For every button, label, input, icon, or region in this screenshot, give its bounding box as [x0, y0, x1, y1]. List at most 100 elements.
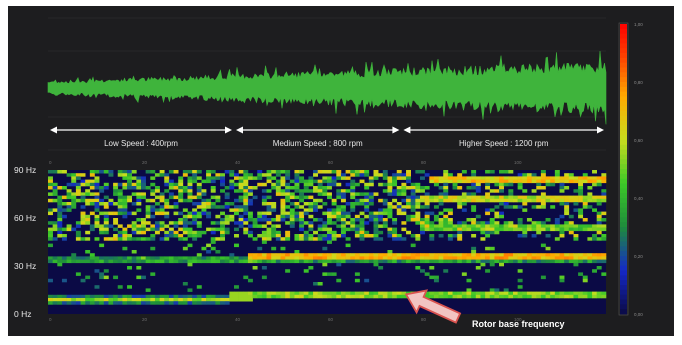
spectrogram-cell: [94, 269, 100, 273]
spectrogram-cell: [354, 182, 360, 187]
spectrogram-cell: [294, 256, 300, 260]
spectrogram-cell: [182, 227, 188, 232]
spectrogram-cell: [536, 198, 542, 203]
spectrogram-cell: [331, 237, 337, 241]
color-scale-tick-label: 0,60: [634, 138, 643, 143]
spectrogram-cell: [201, 256, 207, 260]
spectrogram-cell: [327, 182, 332, 187]
spectrogram-cell: [289, 221, 295, 225]
spectrogram-cell: [550, 253, 556, 257]
spectrogram-cell: [89, 198, 95, 203]
spectrogram-cell: [466, 227, 472, 232]
spectrogram-cell: [187, 192, 193, 196]
spectrogram-cell: [387, 214, 393, 219]
spectrogram-cell: [503, 253, 509, 257]
spectrogram-cell: [103, 224, 109, 228]
spectrogram-cell: [494, 294, 500, 299]
speed-arrow-right-head: [392, 126, 400, 134]
spectrogram-cell: [317, 198, 323, 203]
spectrogram-cell: [89, 192, 95, 196]
spectrogram-cell: [499, 198, 504, 203]
spectrogram-cell: [159, 198, 165, 203]
spectrogram-cell: [127, 179, 132, 184]
spectrogram-cell: [66, 182, 72, 187]
spectrogram-cell: [340, 192, 346, 196]
spectrogram-cell: [294, 211, 300, 216]
spectrogram-cell: [122, 301, 128, 305]
spectrogram-x-ticks: 0 20 40 60 80 100: [49, 317, 522, 322]
color-scale-segment: [620, 48, 627, 54]
spectrogram-cell: [573, 179, 579, 184]
spectrogram-cell: [433, 176, 439, 180]
spectrogram-cell: [159, 298, 165, 302]
spectrogram-cell: [89, 182, 95, 187]
spectrogram-cell: [122, 198, 128, 203]
spectrogram-cell: [596, 176, 602, 180]
spectrogram-cell: [485, 186, 491, 190]
spectrogram-cell: [99, 259, 105, 264]
spectrogram-cell: [48, 182, 53, 187]
spectrogram-cell: [396, 294, 402, 299]
spectrogram-cell: [582, 205, 588, 209]
spectrogram-cell: [489, 189, 495, 193]
spectrogram-cell: [308, 256, 314, 260]
spectrogram-cell: [164, 173, 170, 177]
spectrogram-cell: [275, 224, 281, 228]
spectrogram-cell: [201, 301, 207, 305]
spectrogram-cell: [136, 202, 142, 206]
spectrogram-cell: [508, 221, 514, 225]
spectrogram-cell: [513, 224, 518, 228]
spectrogram-cell: [550, 198, 556, 203]
spectrogram-cell: [596, 227, 602, 232]
spectrogram-cell: [499, 186, 504, 190]
spectrogram-cell: [392, 173, 398, 177]
spectrogram-cell: [61, 234, 67, 238]
spectrogram-cell: [373, 214, 379, 219]
spectrogram-cell: [117, 301, 123, 305]
spectrogram-cell: [350, 221, 356, 225]
spectrogram-cell: [461, 195, 467, 200]
spectrogram-cell: [587, 198, 593, 203]
spectrogram-cell: [127, 234, 132, 238]
spectrogram-cell: [331, 230, 337, 235]
spectrogram-cell: [94, 259, 100, 264]
spectrogram-cell: [243, 170, 249, 174]
spectrogram-cell: [266, 173, 272, 177]
spectrogram-cell: [136, 192, 142, 196]
spectrogram-cell: [57, 218, 63, 222]
spectrogram-cell: [401, 221, 407, 225]
spectrogram-x-tick-label: 60: [328, 317, 334, 322]
spectrogram-cell: [122, 173, 128, 177]
spectrogram-cell: [173, 186, 179, 190]
spectrogram-cell: [457, 186, 463, 190]
spectrogram-cell: [308, 291, 314, 296]
spectrogram-cell: [52, 237, 58, 241]
spectrogram-cell: [285, 211, 291, 216]
spectrogram-cell: [475, 179, 481, 184]
spectrogram-cell: [294, 218, 300, 222]
spectrogram-cell: [261, 195, 267, 200]
spectrogram-cell: [266, 234, 272, 238]
spectrogram-cell: [103, 294, 109, 299]
spectrogram-cell: [433, 278, 439, 283]
spectrogram-cell: [266, 259, 272, 264]
spectrogram-cell: [89, 170, 95, 174]
spectrogram-cell: [406, 198, 411, 203]
spectrogram-cell: [80, 179, 86, 184]
spectrogram-cell: [340, 253, 346, 257]
spectrogram-cell: [168, 259, 174, 264]
spectrogram-cell: [187, 211, 193, 216]
spectrogram-cell: [61, 294, 67, 299]
spectrogram-cell: [266, 256, 272, 260]
spectrogram-cell: [294, 173, 300, 177]
spectrogram-cell: [522, 202, 528, 206]
spectrogram-cell: [499, 259, 504, 264]
spectrogram-cell: [71, 202, 77, 206]
spectrogram-cell: [150, 234, 156, 238]
spectrogram-cell: [480, 195, 486, 200]
spectrogram-cell: [508, 192, 514, 196]
spectrogram-cell: [303, 291, 309, 296]
spectrogram-cell: [122, 186, 128, 190]
spectrogram-cell: [345, 211, 351, 216]
spectrogram-cell: [564, 198, 570, 203]
